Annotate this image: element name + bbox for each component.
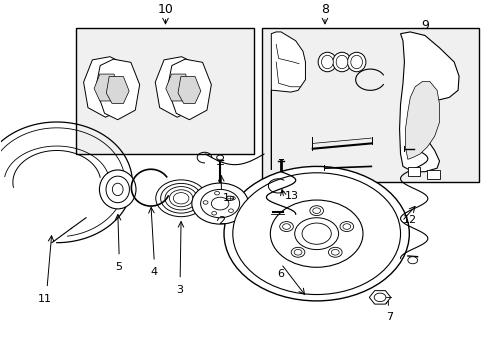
Circle shape <box>228 209 233 212</box>
Circle shape <box>191 183 248 224</box>
Circle shape <box>230 197 235 200</box>
Circle shape <box>169 190 192 207</box>
Circle shape <box>232 173 400 294</box>
Text: 10: 10 <box>157 3 173 16</box>
Text: 11: 11 <box>38 294 51 304</box>
Text: 1: 1 <box>222 193 229 203</box>
Text: 5: 5 <box>116 262 122 272</box>
Bar <box>427 170 439 179</box>
Circle shape <box>164 186 197 210</box>
Circle shape <box>224 166 408 301</box>
Polygon shape <box>165 74 188 101</box>
Circle shape <box>160 183 201 213</box>
Ellipse shape <box>226 196 233 201</box>
Circle shape <box>302 223 330 244</box>
Circle shape <box>309 206 323 216</box>
Circle shape <box>294 249 301 255</box>
Circle shape <box>312 208 320 213</box>
Bar <box>407 167 419 176</box>
Circle shape <box>211 212 216 215</box>
Text: 2: 2 <box>217 216 224 226</box>
Ellipse shape <box>335 55 347 69</box>
Text: 12: 12 <box>402 215 416 225</box>
Ellipse shape <box>321 55 332 69</box>
Ellipse shape <box>350 55 362 69</box>
Circle shape <box>173 193 188 204</box>
Polygon shape <box>399 32 458 172</box>
Text: 8: 8 <box>320 3 328 16</box>
Circle shape <box>156 180 206 217</box>
Polygon shape <box>155 57 199 117</box>
Circle shape <box>279 222 293 231</box>
Circle shape <box>216 155 223 160</box>
Circle shape <box>331 249 339 255</box>
Bar <box>76 28 254 154</box>
Text: 4: 4 <box>150 267 158 277</box>
Circle shape <box>328 247 342 257</box>
Circle shape <box>214 192 219 195</box>
Polygon shape <box>271 32 305 170</box>
Circle shape <box>407 257 417 264</box>
Ellipse shape <box>99 170 136 209</box>
Text: 6: 6 <box>277 269 284 279</box>
Bar <box>261 28 478 183</box>
Text: 9: 9 <box>420 19 428 32</box>
Polygon shape <box>83 57 127 117</box>
Circle shape <box>342 224 350 229</box>
Circle shape <box>339 222 353 231</box>
Circle shape <box>203 201 207 204</box>
Ellipse shape <box>318 52 336 72</box>
Polygon shape <box>405 81 439 159</box>
Polygon shape <box>96 59 140 120</box>
Ellipse shape <box>332 52 350 72</box>
Circle shape <box>373 293 385 302</box>
Polygon shape <box>94 74 117 101</box>
Text: 7: 7 <box>385 311 392 321</box>
Ellipse shape <box>112 183 123 195</box>
Circle shape <box>211 197 228 210</box>
Polygon shape <box>167 59 211 120</box>
Ellipse shape <box>106 176 129 203</box>
Text: 3: 3 <box>176 285 183 295</box>
Circle shape <box>282 224 290 229</box>
Ellipse shape <box>346 52 365 72</box>
Circle shape <box>270 200 362 267</box>
Polygon shape <box>106 77 129 103</box>
Polygon shape <box>178 77 201 103</box>
Circle shape <box>200 189 239 218</box>
Circle shape <box>294 218 338 249</box>
Circle shape <box>291 247 304 257</box>
Text: 13: 13 <box>285 192 298 202</box>
